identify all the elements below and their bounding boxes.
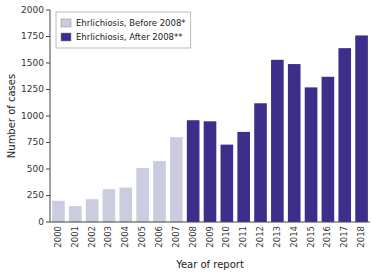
bar xyxy=(338,48,351,222)
x-tick-label: 2012 xyxy=(255,226,265,248)
x-tick-label: 2005 xyxy=(137,226,147,248)
y-axis-label: Number of cases xyxy=(6,74,17,158)
bar xyxy=(221,145,234,222)
legend-swatch xyxy=(61,19,71,27)
axes: 0 250 500 750 1000 1250 1500 1750 2000 2000 2001 20… xyxy=(21,5,370,248)
y-tick-label: 2000 xyxy=(21,5,44,15)
x-tick-label: 2015 xyxy=(306,226,316,248)
y-tick xyxy=(46,10,50,11)
x-tick-label: 2011 xyxy=(238,226,248,248)
bar xyxy=(237,132,250,222)
x-tick-label: 2008 xyxy=(188,226,198,248)
legend-frame xyxy=(56,12,191,48)
y-tick xyxy=(46,89,50,90)
x-tick-label: 2000 xyxy=(53,226,63,248)
bars xyxy=(52,35,368,222)
legend-label: Ehrlichiosis, After 2008** xyxy=(76,32,182,42)
x-axis-line xyxy=(50,222,370,223)
x-tick-label: 2016 xyxy=(322,226,332,248)
bar xyxy=(305,87,318,222)
x-tick-label: 2001 xyxy=(70,226,80,248)
bar xyxy=(271,60,284,222)
y-tick-label: 1250 xyxy=(21,84,44,94)
x-tick-label: 2009 xyxy=(205,226,215,248)
bar xyxy=(86,199,99,222)
bar xyxy=(254,103,267,222)
legend: Ehrlichiosis, Before 2008* Ehrlichiosis, … xyxy=(56,12,191,48)
y-tick xyxy=(46,63,50,64)
bar xyxy=(103,189,116,222)
y-tick xyxy=(46,195,50,196)
y-tick-label: 750 xyxy=(27,137,44,147)
y-tick-label: 1500 xyxy=(21,58,44,68)
x-axis-label: Year of report xyxy=(175,259,244,270)
y-tick xyxy=(46,169,50,170)
legend-swatch xyxy=(61,33,71,41)
bar xyxy=(136,168,149,222)
y-tick-label: 1000 xyxy=(21,111,44,121)
x-tick-label: 2006 xyxy=(154,226,164,248)
bar xyxy=(69,206,82,222)
bar xyxy=(170,137,183,222)
y-tick-label: 250 xyxy=(27,190,44,200)
y-tick xyxy=(46,142,50,143)
y-tick xyxy=(46,116,50,117)
x-tick-label: 2004 xyxy=(120,226,130,248)
x-tick-label: 2003 xyxy=(103,226,113,248)
x-tick-label: 2013 xyxy=(272,226,282,248)
bar xyxy=(322,77,335,222)
y-tick xyxy=(46,36,50,37)
bar xyxy=(288,64,301,222)
bar xyxy=(119,188,132,222)
x-tick-label: 2002 xyxy=(87,226,97,248)
y-tick-label: 500 xyxy=(27,164,44,174)
x-tick-label: 2007 xyxy=(171,226,181,248)
y-tick-label: 0 xyxy=(38,217,44,227)
bar xyxy=(187,120,200,222)
bar xyxy=(52,201,65,222)
chart: 0 250 500 750 1000 1250 1500 1750 2000 2000 2001 20… xyxy=(0,0,380,274)
x-tick-label: 2017 xyxy=(339,226,349,248)
bar xyxy=(355,35,368,222)
bar xyxy=(153,161,166,222)
x-tick-label: 2010 xyxy=(221,226,231,248)
bar xyxy=(204,121,217,222)
x-tick-label: 2014 xyxy=(289,226,299,248)
x-tick-label: 2018 xyxy=(356,226,366,248)
legend-label: Ehrlichiosis, Before 2008* xyxy=(76,18,186,28)
y-tick xyxy=(46,222,50,223)
y-tick-label: 1750 xyxy=(21,31,44,41)
